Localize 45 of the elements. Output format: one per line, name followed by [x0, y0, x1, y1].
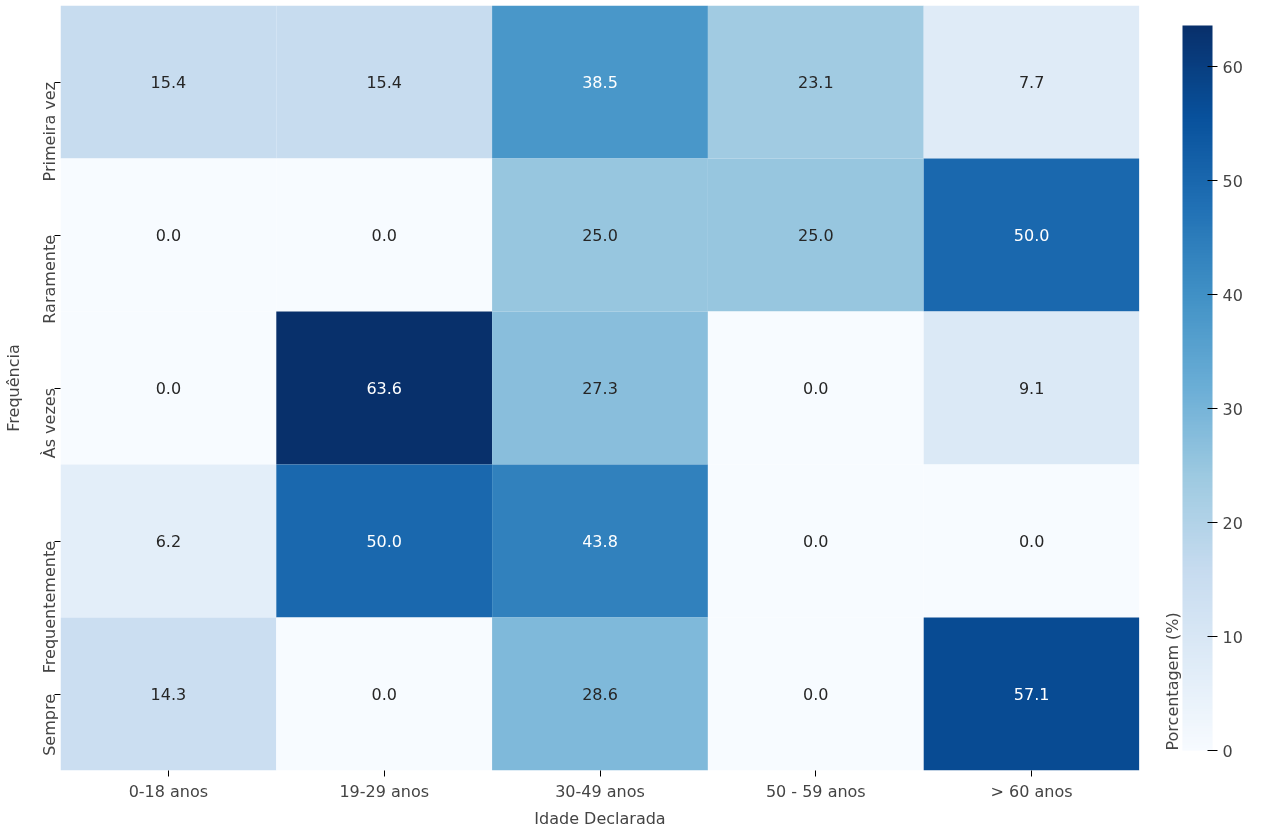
color-bar-label: 30 [1222, 399, 1243, 419]
data-label: 57.1 [1013, 685, 1050, 704]
data-label: 38.5 [582, 73, 618, 92]
x-tick-label: 19-29 anos [339, 781, 430, 801]
data-label: 63.6 [366, 379, 403, 398]
data-label: 43.8 [582, 532, 618, 551]
color-bar-label: 40 [1222, 285, 1243, 305]
data-label: 9.1 [1018, 379, 1045, 398]
y-tick-label: Sempre [40, 694, 59, 756]
data-label: 25.0 [582, 226, 618, 245]
data-label: 0.0 [803, 685, 829, 704]
y-axis-title: Frequência [3, 344, 23, 432]
data-label: 50.0 [1013, 226, 1050, 245]
data-label: 15.4 [150, 73, 187, 92]
x-tick-label: 50 - 59 anos [765, 781, 866, 801]
data-label: 50.0 [366, 532, 403, 551]
x-tick-label: 30-49 anos [555, 781, 645, 801]
data-label: 25.0 [797, 226, 834, 245]
data-label: 27.3 [582, 379, 618, 398]
data-label: 0.0 [155, 379, 182, 398]
x-tick-label: 0-18 anos [128, 781, 209, 801]
data-label: 0.0 [1018, 532, 1045, 551]
color-bar-label: 10 [1222, 627, 1243, 647]
data-label: 0.0 [371, 226, 397, 245]
color-bar-label: 50 [1222, 171, 1243, 191]
data-label: 0.0 [803, 532, 829, 551]
data-label: 14.3 [150, 685, 187, 704]
y-tick-label: Primeira vez [40, 81, 59, 182]
data-label: 15.4 [366, 73, 403, 92]
color-bar-label: 60 [1222, 57, 1243, 77]
data-label: 0.0 [155, 226, 182, 245]
x-tick-label: > 60 anos [990, 781, 1073, 801]
color-bar-label: 0 [1222, 741, 1233, 761]
data-label: 7.7 [1018, 73, 1045, 92]
data-label: 28.6 [582, 685, 618, 704]
data-label: 0.0 [803, 379, 829, 398]
data-label: 23.1 [797, 73, 834, 92]
data-label: 6.2 [155, 532, 182, 551]
y-tick-label: Raramente [40, 235, 59, 324]
color-bar-label: 20 [1222, 513, 1243, 533]
data-label: 0.0 [371, 685, 397, 704]
x-axis-title: Idade Declarada [534, 808, 666, 828]
y-tick-label: Frequentemente [40, 540, 59, 674]
color-bar-title: Porcentagem (%) [1162, 612, 1182, 751]
y-tick-label: Às vezes [40, 387, 59, 459]
